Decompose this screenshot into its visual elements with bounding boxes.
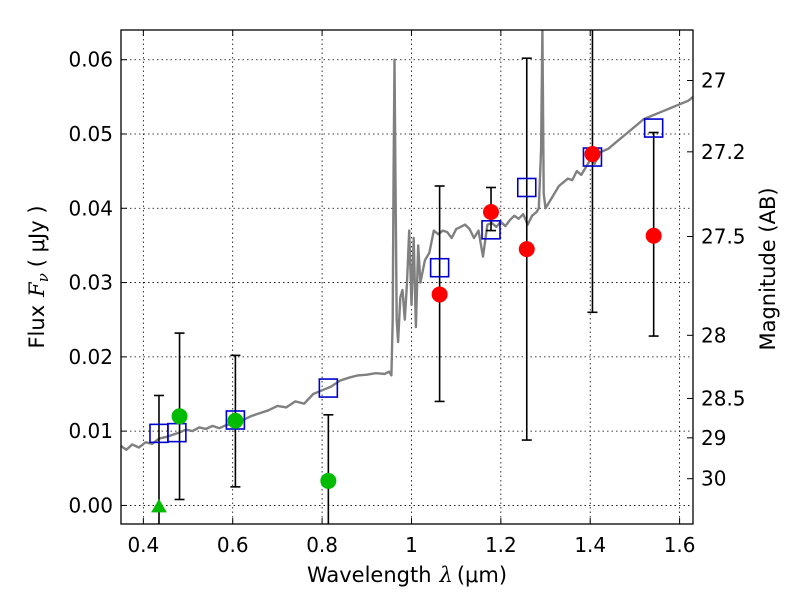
x-tick-label: 0.6	[217, 533, 249, 557]
y2-tick-label: 30	[701, 467, 726, 491]
model-layer	[121, 30, 693, 451]
red-detection-point	[483, 204, 500, 220]
y-tick-label: 0.01	[68, 419, 113, 443]
plot-frame	[120, 29, 694, 525]
x-tick-label: 0.4	[127, 533, 159, 557]
x-tick-label: 1.2	[485, 533, 517, 557]
y-tick-label: 0.03	[68, 271, 113, 295]
y-axis-label-unit: ( μJy )	[25, 205, 49, 267]
y2-tick-label: 27	[701, 69, 726, 93]
y-tick-label: 0.05	[68, 122, 113, 146]
y2-axis-label: Magnitude (AB)	[756, 187, 780, 350]
y-axis-label-symbol: F	[25, 281, 49, 298]
model-photometry-square	[643, 118, 664, 138]
model-photometry-square	[225, 410, 246, 430]
model-spectrum-line	[121, 30, 693, 451]
red-detection-point	[645, 227, 662, 244]
y-tick-label: 0.04	[68, 196, 113, 220]
red-detection-point	[584, 146, 601, 163]
green-detection-point	[227, 412, 244, 429]
red-detection-point	[518, 241, 535, 258]
tick-labels: 0.4 0.6 0.8 1 1.2 1.4 1.6 0.00 0.01 0.02 0.03 0.04 0…	[68, 48, 745, 557]
ticks	[121, 30, 693, 524]
model-photometry-square	[516, 177, 537, 198]
y2-tick-label: 28.5	[701, 386, 746, 410]
y-tick-label: 0.00	[68, 493, 113, 517]
x-tick-label: 1.4	[574, 533, 606, 557]
model-photometry-square	[481, 220, 501, 240]
y2-tick-label: 28	[701, 323, 726, 347]
model-photometry-square	[318, 378, 339, 398]
model-photometry-square	[429, 257, 450, 278]
y-axis-label-subscript: ν	[34, 273, 52, 282]
x-axis-label-unit: (μm)	[457, 563, 507, 587]
y2-tick-label: 29	[701, 426, 726, 450]
y-tick-label: 0.02	[68, 345, 113, 369]
x-tick-label: 0.8	[306, 533, 338, 557]
x-axis-label: Wavelength λ (μm)	[307, 563, 507, 587]
green-detection-point	[171, 408, 188, 425]
y-tick-label: 0.06	[68, 48, 113, 72]
grid	[121, 30, 693, 524]
data-markers	[149, 118, 664, 513]
red-detection-point	[431, 286, 448, 303]
green-detection-point	[320, 472, 337, 489]
y-axis-label: Flux Fν ( μJy )	[25, 205, 52, 348]
x-axis-label-symbol: λ	[439, 563, 453, 587]
y-axis-label-prefix: Flux	[25, 305, 49, 349]
y2-tick-label: 27.5	[701, 225, 746, 249]
x-tick-label: 1	[405, 533, 418, 557]
upper-limit-triangle	[151, 498, 167, 513]
x-tick-label: 1.6	[664, 533, 696, 557]
y2-tick-label: 27.2	[701, 140, 746, 164]
x-axis-label-prefix: Wavelength	[307, 563, 432, 587]
